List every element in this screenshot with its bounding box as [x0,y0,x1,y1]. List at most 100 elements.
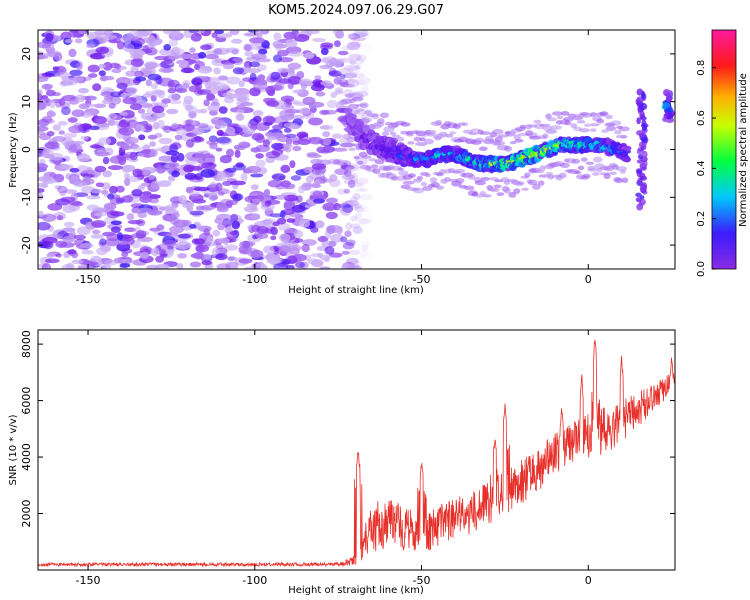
heatmap-cell [229,30,240,36]
heatmap-cell [104,34,118,40]
heatmap-cell [46,111,57,118]
heatmap-cell [177,233,191,239]
heatmap-cell [354,182,364,188]
heatmap-cell [188,85,201,93]
heatmap-cell [358,187,366,192]
heatmap-cell [413,136,422,142]
heatmap-cell [249,72,257,81]
heatmap-cell [249,37,265,44]
heatmap-cell [277,67,290,73]
heatmap-cell [283,31,297,40]
heatmap-cell [578,128,591,133]
heatmap-cell [341,174,356,180]
colorbar-tick-label: 0.0 [696,261,707,277]
heatmap-cell [94,30,107,36]
heatmap-cell [356,177,369,185]
heatmap-cell [599,111,609,116]
heatmap-cell [285,146,292,153]
heatmap-cell [278,78,292,84]
heatmap-cell [218,106,228,114]
heatmap-cell [278,245,292,254]
heatmap-cell [620,135,627,139]
heatmap-cell [358,218,370,225]
heatmap-cell [134,70,144,78]
heatmap-cell [329,178,341,188]
heatmap-cell [90,234,104,239]
heatmap-cell [614,130,622,135]
heatmap-cell [118,127,135,136]
heatmap-cell [226,225,234,233]
spectrogram-panel: -150 -100 -50 0 20 10 0 -10 -20 Height of straig… [8,29,676,296]
heatmap-cell [340,264,357,269]
heatmap-cell [245,165,262,174]
heatmap-cell [334,40,341,48]
heatmap-cell [328,240,337,247]
heatmap-cell [513,134,521,140]
heatmap-cell [350,215,358,222]
heatmap-cell [201,162,217,170]
heatmap-cell [92,83,102,92]
heatmap-cell [382,131,389,137]
heatmap-cell [295,195,303,203]
heatmap-cell [392,134,401,138]
heatmap-cell [312,79,324,86]
heatmap-cell [304,52,315,59]
heatmap-cell [203,264,211,269]
heatmap-cell [38,126,49,132]
heatmap-cell [146,264,160,269]
heatmap-cell [236,108,245,114]
heatmap-cell [407,173,416,178]
heatmap-cell [454,168,466,173]
heatmap-cell [370,164,379,169]
heatmap-cell [354,64,361,70]
colorbar-label: Normalized spectral amplitude [738,73,749,227]
heatmap-cell [54,71,71,78]
heatmap-cell [302,96,316,106]
heatmap-cell [482,194,492,198]
heatmap-cell [240,102,254,107]
heatmap-cell [280,95,295,103]
heatmap-cell [605,125,617,132]
heatmap-cell [81,249,94,255]
heatmap-cell [592,172,600,176]
heatmap-cell [343,65,360,71]
heatmap-cell [352,226,363,235]
heatmap-cell [283,122,299,128]
heatmap-cell [400,122,411,127]
heatmap-cell [137,185,145,191]
heatmap-cell [551,111,563,116]
heatmap-cell [636,88,644,96]
heatmap-cell [609,171,617,175]
heatmap-cell [350,41,363,47]
heatmap-cell [255,134,265,144]
heatmap-cell [154,55,168,61]
heatmap-cell [312,190,323,199]
heatmap-cell [359,193,373,201]
heatmap-cell [364,110,373,115]
heatmap-cell [297,139,311,145]
heatmap-cell [112,120,120,126]
heatmap-cell [216,173,230,182]
heatmap-cell [308,136,324,145]
heatmap-cell [322,202,337,212]
heatmap-cell [91,220,107,228]
heatmap-cell [230,38,243,44]
heatmap-cell [108,165,123,171]
heatmap-cell [354,188,369,193]
heatmap-cell [415,141,428,147]
heatmap-cell [222,92,234,98]
heatmap-cell [582,113,592,118]
heatmap-cell [161,98,171,104]
heatmap-cell [362,155,372,159]
heatmap-cell [94,151,111,157]
heatmap-cell [74,94,86,103]
heatmap-cell [361,245,369,252]
heatmap-cell [135,230,147,239]
heatmap-cell [322,131,331,138]
heatmap-cell [243,266,258,269]
heatmap-cell [295,261,305,269]
heatmap-cell [178,195,187,204]
heatmap-cell [509,141,517,145]
heatmap-cell [247,120,258,129]
heatmap-cell [125,137,139,145]
